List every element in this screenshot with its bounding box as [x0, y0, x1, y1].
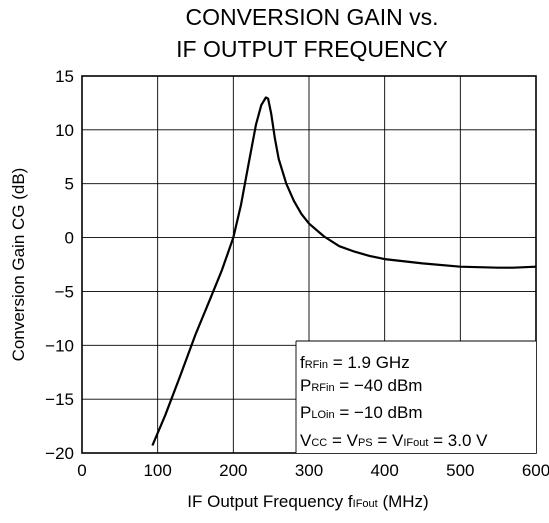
conditions-annotation: fRFin = 1.9 GHz PRFin = −40 dBm PLOin = −1…: [295, 340, 536, 453]
x-tick-labels: 0 100 200 300 400 500 600: [77, 461, 549, 480]
x-tick-label: 600: [522, 461, 549, 480]
y-tick-label: −10: [45, 336, 74, 355]
x-tick-label: 0: [77, 461, 86, 480]
annotation-line: VCC = VPS = VIFout = 3.0 V: [300, 431, 488, 450]
y-tick-label: −5: [55, 282, 74, 301]
x-axis-label: IF Output Frequency fIFout (MHz): [187, 492, 428, 511]
y-axis-label: Conversion Gain CG (dB): [9, 168, 28, 362]
x-tick-label: 200: [219, 461, 247, 480]
annotation-background: [296, 341, 536, 453]
x-tick-label: 500: [446, 461, 474, 480]
annotation-line: PLOin = −10 dBm: [300, 403, 422, 422]
chart-title: CONVERSION GAIN vs. IF OUTPUT FREQUENCY: [176, 4, 448, 62]
annotation-line: fRFin = 1.9 GHz: [300, 353, 410, 372]
chart-title-line-2: IF OUTPUT FREQUENCY: [176, 36, 448, 62]
chart-title-line-1: CONVERSION GAIN vs.: [185, 4, 438, 30]
y-tick-label: −20: [45, 444, 74, 463]
y-tick-label: 5: [65, 175, 74, 194]
x-tick-label: 300: [295, 461, 323, 480]
y-tick-label: 15: [55, 67, 74, 86]
y-tick-labels: 15 10 5 0 −5 −10 −15 −20: [45, 67, 74, 463]
y-tick-label: 0: [65, 229, 74, 248]
y-tick-label: −15: [45, 390, 74, 409]
conversion-gain-curve: [151, 96, 537, 446]
annotation-line: PRFin = −40 dBm: [300, 376, 422, 395]
x-tick-label: 400: [370, 461, 398, 480]
x-tick-label: 100: [143, 461, 171, 480]
y-tick-label: 10: [55, 121, 74, 140]
